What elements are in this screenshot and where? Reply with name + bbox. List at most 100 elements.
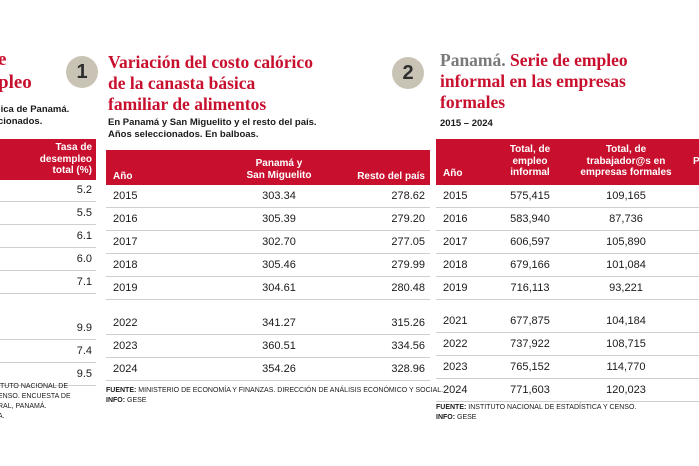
cell-panama: 305.46 bbox=[262, 259, 296, 271]
table-header: Tasa de desempleo total (%) bbox=[0, 139, 96, 180]
table-row: 2016 583,940 87,736 bbox=[436, 208, 699, 231]
table-row: 2019 304.61 280.48 bbox=[106, 277, 430, 300]
cell-year: 2018 bbox=[113, 259, 138, 271]
cell-year: 2016 bbox=[443, 213, 468, 225]
cell-formal: 108,715 bbox=[606, 338, 646, 350]
table-row: 2018 679,166 101,084 bbox=[436, 254, 699, 277]
cell-panama: 354.26 bbox=[262, 363, 296, 375]
cell-rest: 277.05 bbox=[391, 236, 425, 248]
table-row: 2023 765,152 114,770 bbox=[436, 356, 699, 379]
cell-rest: 328.96 bbox=[391, 363, 425, 375]
table-row: 2022 341.27 315.26 bbox=[106, 312, 430, 335]
table-row: 6.1 bbox=[0, 225, 96, 248]
table-row bbox=[0, 294, 96, 317]
source-note: FUENTE: MINISTERIO DE ECONOMÍA Y FINANZA… bbox=[106, 387, 444, 404]
cell-formal: 87,736 bbox=[609, 213, 643, 225]
cell-panama: 303.34 bbox=[262, 190, 296, 202]
table-row: 2022 737,922 108,715 bbox=[436, 333, 699, 356]
cell-informal: 765,152 bbox=[510, 361, 550, 373]
cell-panama: 305.39 bbox=[262, 213, 296, 225]
panel-title: e pleo bbox=[0, 49, 32, 93]
column-header-rest: Resto del país bbox=[357, 171, 425, 182]
cell-panama: 360.51 bbox=[262, 340, 296, 352]
panel-title: Variación del costo calórico de la canas… bbox=[108, 52, 313, 114]
cell-formal: 109,165 bbox=[606, 190, 646, 202]
panel-subtitle: lica de Panamá. cionados. bbox=[0, 104, 70, 127]
table-row: 5.5 bbox=[0, 202, 96, 225]
cell-year: 2015 bbox=[443, 190, 468, 202]
column-header-year: Año bbox=[443, 168, 463, 179]
cell-rest: 334.56 bbox=[391, 340, 425, 352]
table-row: 7.4 bbox=[0, 340, 96, 363]
table-row: 5.2 bbox=[0, 179, 96, 202]
cell-informal: 575,415 bbox=[510, 190, 550, 202]
cell-value: 5.5 bbox=[76, 207, 92, 219]
column-header-formal: Total, de trabajador@s en empresas forma… bbox=[580, 144, 672, 178]
cell-year: 2023 bbox=[113, 340, 138, 352]
column-header-cut: P bbox=[693, 156, 699, 167]
cell-formal: 105,890 bbox=[606, 236, 646, 248]
table-row: 2017 606,597 105,890 bbox=[436, 231, 699, 254]
panel-subtitle: En Panamá y San Miguelito y el resto del… bbox=[108, 117, 317, 140]
table-row: 9.5 bbox=[0, 363, 96, 386]
cell-year: 2019 bbox=[113, 282, 138, 294]
table-row: 7.1 bbox=[0, 271, 96, 294]
cell-panama: 304.61 bbox=[262, 282, 296, 294]
table-row: 2016 305.39 279.20 bbox=[106, 208, 430, 231]
cell-formal: 93,221 bbox=[609, 282, 643, 294]
source-note: ITUTO NACIONAL DE ENSO. ENCUESTA DE RAL,… bbox=[0, 383, 71, 420]
cell-year: 2024 bbox=[113, 363, 138, 375]
column-header-panama: Panamá y San Miguelito bbox=[246, 158, 312, 181]
cell-panama: 341.27 bbox=[262, 317, 296, 329]
cell-year: 2023 bbox=[443, 361, 468, 373]
cell-formal: 104,184 bbox=[606, 315, 646, 327]
cell-year: 2019 bbox=[443, 282, 468, 294]
table-row: 2024 771,603 120,023 bbox=[436, 379, 699, 402]
cell-year: 2024 bbox=[443, 384, 468, 396]
cell-informal: 716,113 bbox=[510, 282, 550, 294]
cell-year: 2022 bbox=[113, 317, 138, 329]
panel-unemployment-partial: e pleo lica de Panamá. cionados. Tasa de… bbox=[0, 0, 96, 466]
table-row bbox=[436, 300, 699, 310]
cell-informal: 771,603 bbox=[510, 384, 550, 396]
cell-rest: 279.20 bbox=[391, 213, 425, 225]
cell-formal: 120,023 bbox=[606, 384, 646, 396]
cell-informal: 737,922 bbox=[510, 338, 550, 350]
table-row: 6.0 bbox=[0, 248, 96, 271]
cell-informal: 606,597 bbox=[510, 236, 550, 248]
cell-value: 6.1 bbox=[76, 230, 92, 242]
cell-value: 6.0 bbox=[76, 253, 92, 265]
table-header: Año Panamá y San Miguelito Resto del paí… bbox=[106, 150, 430, 185]
cell-rest: 315.26 bbox=[391, 317, 425, 329]
column-header-informal: Total, de empleo informal bbox=[509, 144, 551, 178]
column-header-year: Año bbox=[113, 171, 133, 182]
cell-year: 2022 bbox=[443, 338, 468, 350]
table-row: 9.9 bbox=[0, 317, 96, 340]
cell-year: 2015 bbox=[113, 190, 138, 202]
table-row: 2021 677,875 104,184 bbox=[436, 310, 699, 333]
panel-subtitle: 2015 – 2024 bbox=[440, 118, 493, 129]
table-row: 2018 305.46 279.99 bbox=[106, 254, 430, 277]
cell-value: 7.4 bbox=[76, 345, 92, 357]
table-row bbox=[106, 300, 430, 312]
cell-value: 5.2 bbox=[76, 184, 92, 196]
cell-year: 2018 bbox=[443, 259, 468, 271]
cell-value: 9.9 bbox=[76, 322, 92, 334]
cell-informal: 677,875 bbox=[510, 315, 550, 327]
cell-rest: 279.99 bbox=[391, 259, 425, 271]
cell-informal: 679,166 bbox=[510, 259, 550, 271]
table-row: 2017 302.70 277.05 bbox=[106, 231, 430, 254]
cell-informal: 583,940 bbox=[510, 213, 550, 225]
table-row: 2019 716,113 93,221 bbox=[436, 277, 699, 300]
table-row: 2015 303.34 278.62 bbox=[106, 185, 430, 208]
cell-value: 9.5 bbox=[76, 368, 92, 380]
table-header: Año Total, de empleo informal Total, de … bbox=[436, 139, 699, 185]
cell-year: 2017 bbox=[113, 236, 138, 248]
table-row: 2024 354.26 328.96 bbox=[106, 358, 430, 381]
table-row: 2023 360.51 334.56 bbox=[106, 335, 430, 358]
cell-year: 2017 bbox=[443, 236, 468, 248]
cell-rest: 278.62 bbox=[391, 190, 425, 202]
panel-title: Panamá. Serie de empleo informal en las … bbox=[440, 50, 628, 112]
column-header: Tasa de desempleo total (%) bbox=[39, 142, 92, 176]
source-note: FUENTE: INSTITUTO NACIONAL DE ESTADÍSTIC… bbox=[436, 404, 637, 421]
